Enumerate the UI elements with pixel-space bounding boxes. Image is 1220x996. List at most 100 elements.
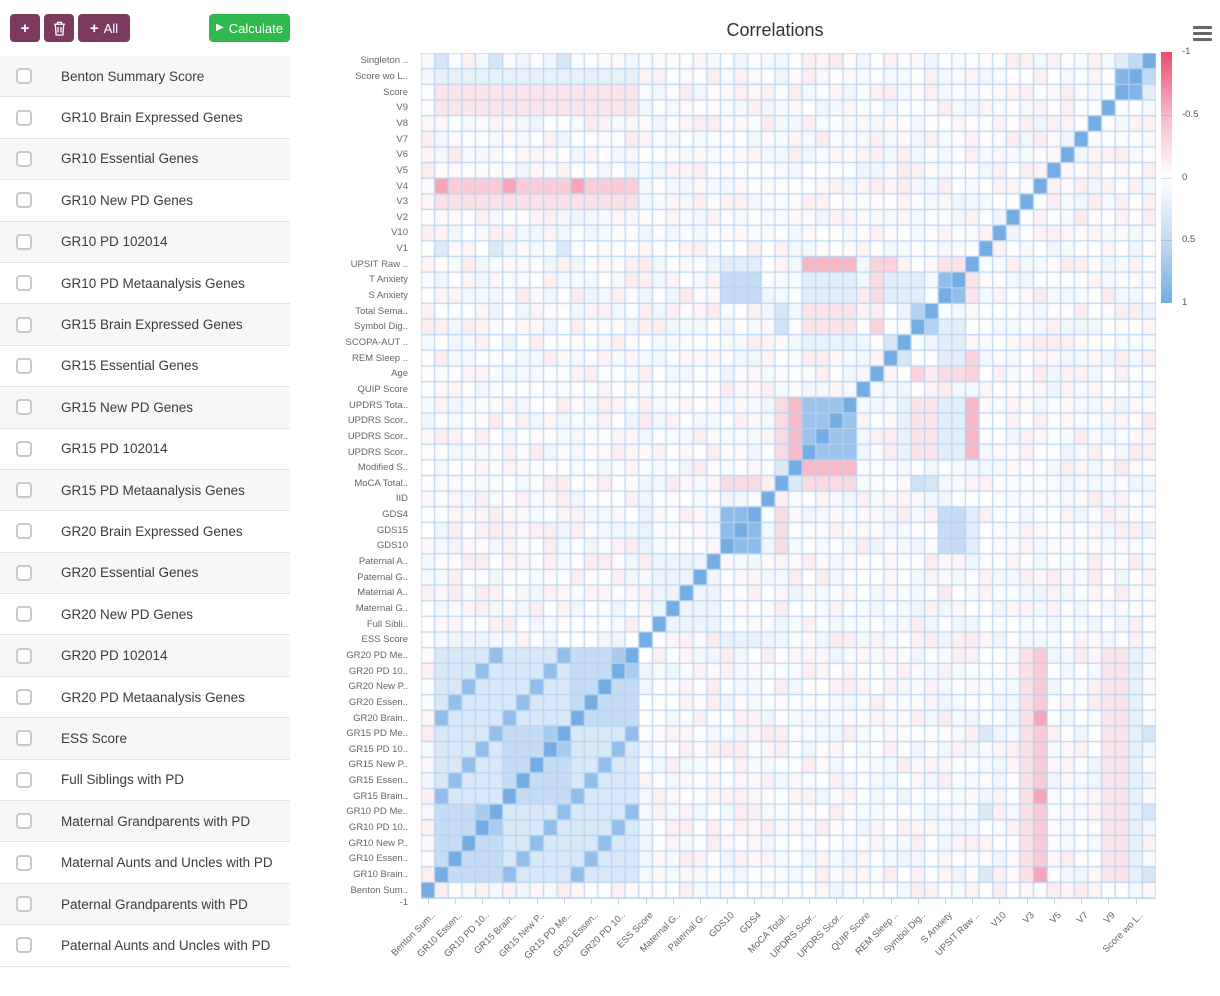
item-checkbox[interactable] xyxy=(16,192,32,209)
item-checkbox[interactable] xyxy=(16,150,32,167)
x-axis-tick xyxy=(1135,899,1137,904)
item-checkbox[interactable] xyxy=(16,606,32,623)
item-label: GR10 PD 102014 xyxy=(61,234,168,250)
y-axis-label: V6 xyxy=(396,149,408,161)
item-label: GR10 New PD Genes xyxy=(61,192,194,208)
x-axis-tick xyxy=(536,899,538,904)
item-label: Maternal Grandparents with PD xyxy=(61,813,251,829)
y-axis-label: GR20 New P.. xyxy=(348,681,409,693)
item-label: GR20 PD 102014 xyxy=(61,648,168,664)
y-axis-label: GR10 PD Me.. xyxy=(346,806,408,818)
item-checkbox[interactable] xyxy=(16,564,32,581)
item-checkbox[interactable] xyxy=(16,730,32,747)
x-axis-line xyxy=(421,898,1156,899)
x-axis-tick xyxy=(808,899,810,904)
list-item: GR15 PD 102014 xyxy=(0,429,290,470)
colorbar-gradient xyxy=(1161,52,1172,303)
y-axis-label: GR20 PD Me.. xyxy=(346,649,408,661)
item-label: GR20 Brain Expressed Genes xyxy=(61,523,243,539)
x-axis-tick xyxy=(427,899,429,904)
y-axis-label: GR15 PD Me.. xyxy=(346,728,408,740)
list-item: GR10 Essential Genes xyxy=(0,138,290,181)
x-axis-tick xyxy=(727,899,729,904)
y-axis-label: SCOPA-AUT .. xyxy=(345,336,408,348)
x-axis-tick xyxy=(972,899,974,904)
y-axis-label: QUIP Score xyxy=(357,383,408,395)
y-axis-end-label: -1 xyxy=(399,897,408,908)
list-item: ESS Score xyxy=(0,718,290,760)
item-label: GR20 Essential Genes xyxy=(61,565,199,581)
plus-icon: + xyxy=(20,19,30,37)
x-axis-tick xyxy=(591,899,593,904)
item-checkbox[interactable] xyxy=(16,109,32,126)
y-axis-label: GR15 Brain.. xyxy=(353,790,408,802)
y-axis-label: V9 xyxy=(396,102,408,114)
item-checkbox[interactable] xyxy=(16,896,32,912)
y-axis-label: V7 xyxy=(396,133,408,145)
y-axis-label: GR20 Essen.. xyxy=(348,696,408,708)
x-axis-tick xyxy=(455,899,457,904)
y-axis-label: GDS15 xyxy=(376,524,408,536)
add-button[interactable]: + xyxy=(10,14,40,42)
y-axis-label: GR10 PD 10.. xyxy=(348,822,408,834)
item-label: GR10 Essential Genes xyxy=(61,151,199,167)
x-axis-tick xyxy=(700,899,702,904)
list-item: GR20 New PD Genes xyxy=(0,594,290,636)
item-checkbox[interactable] xyxy=(16,316,32,333)
y-axis-label: GR10 Essen.. xyxy=(348,853,408,865)
item-checkbox[interactable] xyxy=(16,813,32,830)
item-label: GR20 PD Metaanalysis Genes xyxy=(61,689,245,705)
y-axis-label: S Anxiety xyxy=(368,290,408,302)
x-axis-tick xyxy=(890,899,892,904)
item-checkbox[interactable] xyxy=(16,68,32,85)
x-axis-tick xyxy=(1081,899,1083,904)
colorbar-label: 0 xyxy=(1182,172,1188,183)
y-axis-label: Score xyxy=(383,86,408,98)
item-checkbox[interactable] xyxy=(16,357,32,374)
item-checkbox[interactable] xyxy=(16,482,32,499)
list-item: GR20 Brain Expressed Genes xyxy=(0,511,290,553)
list-item: Full Siblings with PD xyxy=(0,760,290,802)
y-axis-label: V1 xyxy=(396,243,408,255)
y-axis-label: Maternal G.. xyxy=(355,603,408,614)
calculate-button[interactable]: ▶ Calculate xyxy=(209,14,290,42)
item-checkbox[interactable] xyxy=(16,440,32,457)
item-checkbox[interactable] xyxy=(16,275,32,292)
item-checkbox[interactable] xyxy=(16,771,32,788)
list-item: GR10 Brain Expressed Genes xyxy=(0,97,290,139)
correlation-heatmap[interactable] xyxy=(421,53,1156,898)
item-checkbox[interactable] xyxy=(16,647,32,664)
add-all-button[interactable]: + All xyxy=(78,14,130,42)
y-axis-label: V10 xyxy=(391,227,408,239)
y-axis-label: Benton Sum.. xyxy=(350,884,408,896)
list-item: GR20 Essential Genes xyxy=(0,552,290,595)
y-axis-label: Total Sema.. xyxy=(355,305,408,317)
item-checkbox[interactable] xyxy=(16,689,32,706)
item-checkbox[interactable] xyxy=(16,523,32,540)
item-checkbox[interactable] xyxy=(16,399,32,416)
item-checkbox[interactable] xyxy=(16,233,32,250)
y-axis-label: Modified S.. xyxy=(357,462,408,474)
y-axis-label: GR15 Essen.. xyxy=(348,775,408,787)
y-axis-label: GR10 Brain.. xyxy=(353,869,408,881)
y-axis-label: UPDRS Tota.. xyxy=(349,399,408,411)
item-label: Benton Summary Score xyxy=(61,68,205,84)
item-label: Full Siblings with PD xyxy=(61,772,185,788)
y-axis-label: V8 xyxy=(396,117,408,129)
list-item: GR20 PD 102014 xyxy=(0,635,290,677)
item-checkbox[interactable] xyxy=(16,854,32,871)
y-axis-label: Full Sibli.. xyxy=(366,618,408,630)
delete-button[interactable] xyxy=(44,14,74,42)
plus-icon: + xyxy=(89,19,99,37)
calculate-label: Calculate xyxy=(228,20,283,36)
item-label: GR15 PD 102014 xyxy=(61,441,168,457)
y-axis-label: Paternal A.. xyxy=(358,556,408,568)
hamburger-menu-icon[interactable] xyxy=(1193,26,1212,41)
y-axis-label: V3 xyxy=(396,196,408,208)
x-axis-tick xyxy=(781,899,783,904)
item-checkbox[interactable] xyxy=(16,937,32,954)
x-axis-tick xyxy=(672,899,674,904)
x-axis-tick xyxy=(563,899,565,904)
y-axis-label: UPSIT Raw .. xyxy=(350,258,408,270)
item-label: Paternal Grandparents with PD xyxy=(61,896,248,912)
